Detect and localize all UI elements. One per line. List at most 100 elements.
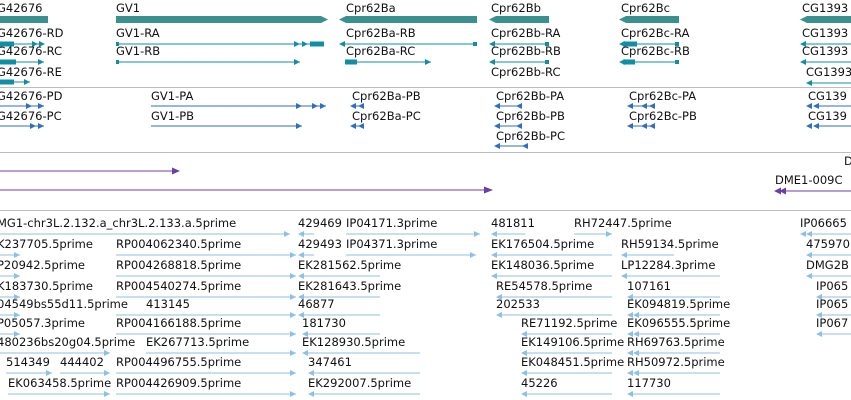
est-features-row-9[interactable] [0, 390, 851, 398]
protein-label[interactable]: Cpr62Bc-PA [629, 89, 697, 103]
est-label[interactable]: IP04371.3prime [346, 237, 438, 251]
est-label[interactable]: 107161 [627, 279, 671, 293]
est-label[interactable]: IP065 [816, 297, 849, 311]
gene-feature[interactable] [800, 15, 851, 25]
protein-feature[interactable] [350, 102, 420, 110]
est-label[interactable]: RP004268818.5prime [116, 258, 242, 272]
protein-label[interactable]: Cpr62Bc-PB [629, 109, 697, 123]
est-label[interactable]: EK096555.5prime [627, 316, 731, 330]
protein-label[interactable]: Cpr62Bb-PA [496, 89, 565, 103]
est-label[interactable]: LP12284.3prime [621, 258, 716, 272]
est-label[interactable]: EK048451.5prime [521, 355, 625, 369]
est-label[interactable]: 429469 [298, 216, 342, 230]
est-features-row-5[interactable] [0, 311, 851, 319]
est-label[interactable]: 181730 [302, 316, 346, 330]
est-label[interactable]: 514349 [6, 355, 50, 369]
gene-label[interactable]: Cpr62Ba [346, 1, 396, 15]
transcript-label[interactable]: Cpr62Ba-RB [346, 26, 416, 40]
transcript-feature[interactable] [0, 78, 50, 86]
protein-feature[interactable] [151, 122, 331, 130]
est-label[interactable]: 444402 [60, 355, 104, 369]
gene-feature[interactable] [116, 15, 330, 25]
est-label[interactable]: DMG2B [806, 258, 849, 272]
est-label[interactable]: RP004426909.5prime [116, 376, 242, 390]
est-features-row-7[interactable] [0, 349, 851, 357]
est-label[interactable]: 480236bs20g04.5prime [0, 335, 136, 349]
est-label[interactable]: 481811 [491, 216, 535, 230]
alignment-feature[interactable] [774, 187, 851, 195]
est-label[interactable]: P05057.3prime [0, 316, 85, 330]
est-label[interactable]: EK267713.5prime [146, 335, 250, 349]
est-label[interactable]: IP065 [816, 279, 849, 293]
transcript-feature[interactable] [339, 58, 479, 66]
est-label[interactable]: IP06665 [800, 216, 847, 230]
gene-label[interactable]: Cpr62Bb [491, 1, 541, 15]
est-label[interactable]: EK149106.5prime [521, 335, 625, 349]
est-label[interactable]: 347461 [308, 355, 352, 369]
est-label[interactable]: RE71192.5prime [521, 316, 618, 330]
est-features-row-8[interactable] [0, 369, 851, 377]
transcript-label[interactable]: Cpr62Bc-RA [621, 26, 690, 40]
est-label[interactable]: EK094819.5prime [627, 297, 731, 311]
est-label[interactable]: RP004540274.5prime [116, 279, 242, 293]
est-label[interactable]: EK281562.5prime [298, 258, 402, 272]
est-label[interactable]: EK148036.5prime [491, 258, 595, 272]
gene-label[interactable]: GV1 [116, 1, 141, 15]
transcript-label[interactable]: CG1393 [802, 26, 849, 40]
est-label[interactable]: RP004062340.5prime [116, 237, 242, 251]
gene-feature[interactable] [489, 15, 551, 25]
transcript-feature[interactable] [806, 79, 851, 87]
protein-feature[interactable] [806, 102, 851, 110]
est-label[interactable]: K237705.5prime [0, 237, 93, 251]
est-label[interactable]: 46877 [298, 297, 335, 311]
est-label[interactable]: EK281643.5prime [298, 279, 402, 293]
protein-label[interactable]: Cpr62Ba-PC [352, 109, 421, 123]
protein-label[interactable]: Cpr62Ba-PB [352, 89, 421, 103]
est-label[interactable]: RH69763.5prime [627, 335, 725, 349]
alignment-feature[interactable] [0, 167, 182, 175]
gene-label[interactable]: Cpr62Bc [621, 1, 670, 15]
est-label[interactable]: 04549bs55d11.5prime [0, 297, 128, 311]
est-label[interactable]: MG1-chr3L.2.132.a_chr3L.2.133.a.5prime [0, 216, 237, 230]
est-label[interactable]: RH50972.5prime [627, 355, 725, 369]
transcript-feature[interactable] [489, 58, 551, 66]
protein-label[interactable]: Cpr62Bb-PC [496, 129, 565, 143]
transcript-feature[interactable] [116, 58, 330, 66]
transcript-feature[interactable] [489, 40, 551, 48]
est-label[interactable]: IP067 [816, 316, 849, 330]
gene-label[interactable]: CG1393 [802, 1, 849, 15]
protein-feature[interactable] [151, 102, 331, 110]
est-features-row-6[interactable] [0, 330, 851, 338]
alignment-label[interactable]: DME1-009C [775, 173, 843, 187]
est-label[interactable]: EK292007.5prime [308, 376, 412, 390]
transcript-feature[interactable] [619, 58, 681, 66]
protein-feature[interactable] [0, 122, 50, 130]
transcript-label[interactable]: Cpr62Bb-RA [491, 26, 561, 40]
protein-label[interactable]: GV1-PA [151, 89, 194, 103]
transcript-feature[interactable] [0, 40, 50, 48]
protein-label[interactable]: G42676-PC [0, 109, 62, 123]
gene-feature[interactable] [0, 15, 50, 25]
protein-label[interactable]: CG139 [808, 109, 847, 123]
transcript-label[interactable]: CG1393 [806, 65, 851, 79]
transcript-label[interactable]: GV1-RA [116, 26, 160, 40]
alignment-label[interactable]: D [844, 154, 851, 168]
est-label[interactable]: EK063458.5prime [8, 376, 112, 390]
gene-label[interactable]: G42676 [0, 1, 43, 15]
est-features-row-3[interactable] [0, 272, 851, 280]
est-label[interactable]: P20942.5prime [0, 258, 85, 272]
est-label[interactable]: RH59134.5prime [621, 237, 719, 251]
est-label[interactable]: 202533 [496, 297, 540, 311]
transcript-label[interactable]: Cpr62Bc-RB [621, 44, 690, 58]
est-label[interactable]: RP004166188.5prime [116, 316, 242, 330]
est-label[interactable]: 45226 [521, 376, 558, 390]
est-features-row-4[interactable] [0, 293, 851, 301]
est-label[interactable]: RH72447.5prime [574, 216, 672, 230]
protein-label[interactable]: GV1-PB [151, 109, 195, 123]
transcript-feature[interactable] [619, 40, 681, 48]
est-label[interactable]: RP004496755.5prime [116, 355, 242, 369]
transcript-label[interactable]: Cpr62Bb-RC [491, 65, 561, 79]
transcript-feature[interactable] [0, 58, 50, 66]
est-label[interactable]: K183730.5prime [0, 279, 93, 293]
protein-feature[interactable] [627, 122, 697, 130]
